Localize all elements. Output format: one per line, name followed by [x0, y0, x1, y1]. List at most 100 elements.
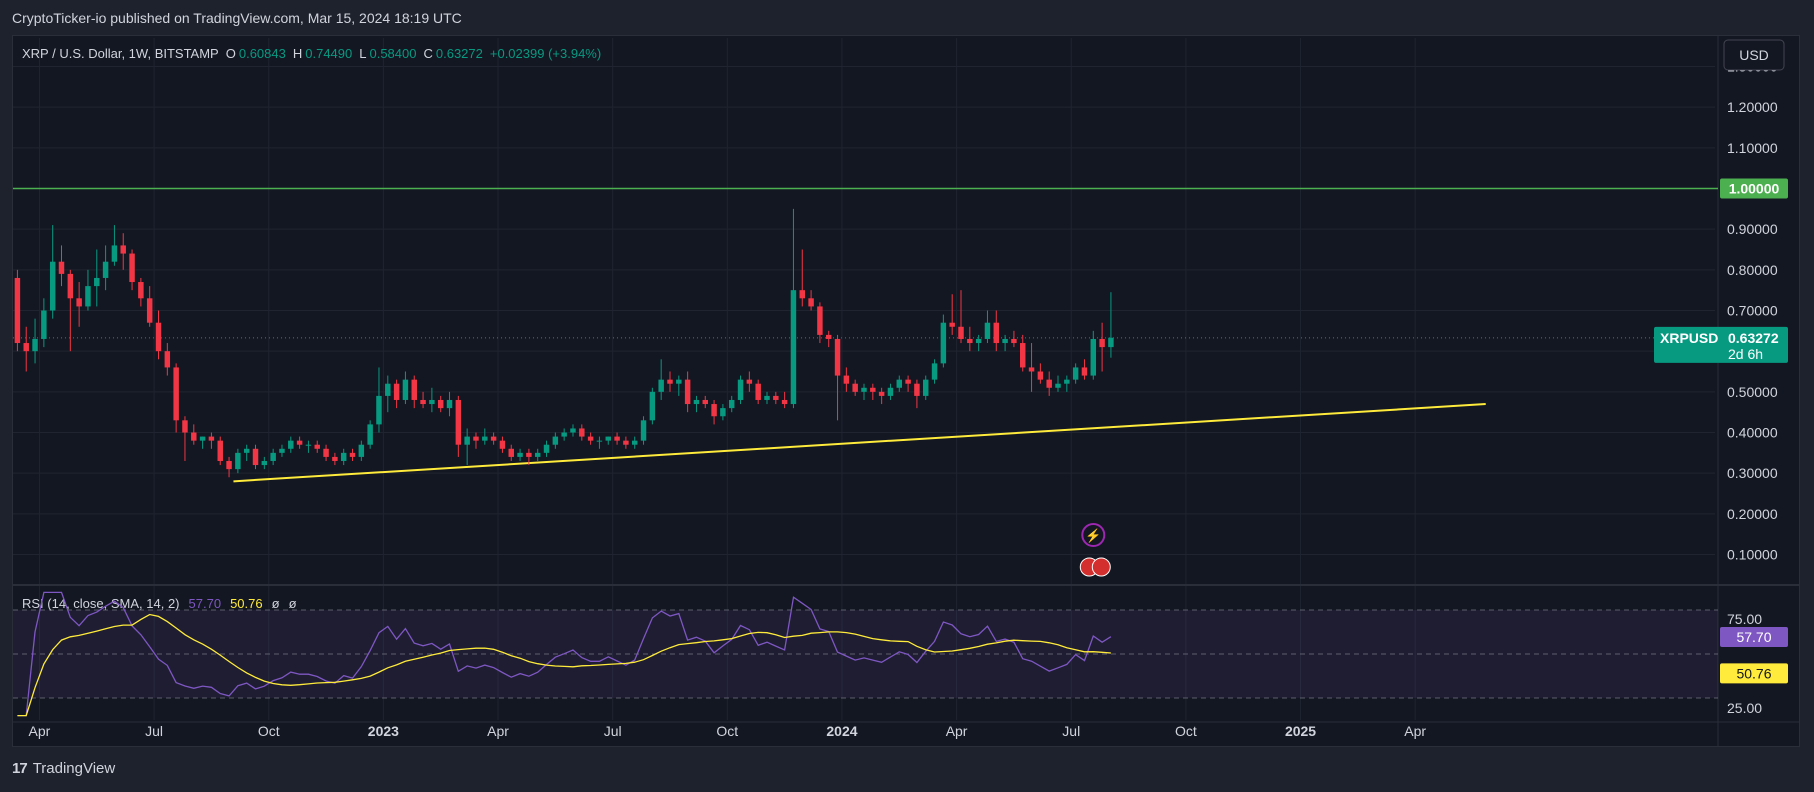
- candle-body: [526, 452, 532, 457]
- time-tick-label: Apr: [487, 723, 509, 739]
- candle-body: [499, 440, 506, 449]
- price-tick-label: 0.10000: [1727, 547, 1778, 563]
- rsi-band-fill: [13, 610, 1718, 698]
- time-tick-label: 2025: [1285, 723, 1316, 739]
- chart-frame[interactable]: [12, 35, 1800, 747]
- candle-body: [129, 253, 135, 283]
- candle-body: [825, 334, 832, 339]
- candle-body: [67, 273, 74, 299]
- candle-body: [1090, 338, 1097, 376]
- candle-body: [817, 306, 823, 335]
- candle-body: [1055, 383, 1061, 388]
- candle-body: [199, 436, 206, 441]
- candle-body: [773, 395, 779, 400]
- rsi-tick-label: 75.00: [1727, 611, 1762, 627]
- candle-body: [781, 399, 788, 405]
- publisher-line: CryptoTicker-io published on TradingView…: [12, 10, 462, 26]
- candle-body: [702, 399, 708, 405]
- candle-body: [914, 383, 920, 396]
- candle-body: [85, 286, 91, 307]
- price-tick-label: 1.20000: [1727, 99, 1778, 115]
- candle-body: [217, 440, 223, 461]
- candle-body: [208, 436, 215, 441]
- candle-body: [173, 367, 179, 421]
- candle-body: [305, 444, 312, 446]
- candle-body: [1099, 338, 1105, 348]
- candle-body: [296, 440, 303, 445]
- price-tick-label: 0.90000: [1727, 221, 1778, 237]
- candle-body: [1046, 379, 1052, 388]
- candle-body: [429, 399, 435, 405]
- rsi-sma-line: [17, 613, 1111, 717]
- candle-body: [720, 408, 726, 417]
- candle-body: [587, 436, 594, 441]
- candle-body: [552, 436, 559, 445]
- candle-body: [455, 399, 462, 445]
- candle-body: [1028, 367, 1035, 372]
- candle-body: [534, 452, 541, 457]
- candle-body: [667, 379, 673, 384]
- candle-body: [958, 326, 964, 339]
- time-tick-label: 2024: [826, 723, 857, 739]
- candle-body: [437, 399, 444, 409]
- candle-body: [649, 391, 656, 421]
- candle-body: [385, 383, 391, 396]
- candle-body: [482, 436, 488, 441]
- bar-countdown-label: 2d 6h: [1728, 346, 1763, 362]
- legend-close-label: C: [423, 46, 432, 61]
- price-tick-label: 0.40000: [1727, 425, 1778, 441]
- candle-body: [684, 379, 691, 405]
- currency-button: [1723, 39, 1785, 71]
- candle-body: [543, 444, 550, 453]
- legend-symbol: XRP / U.S. Dollar, 1W, BITSTAMP: [22, 46, 219, 61]
- candle-body: [579, 428, 585, 437]
- candle-body: [975, 338, 982, 344]
- candle-body: [41, 310, 47, 339]
- candle-body: [843, 375, 850, 384]
- footer-brand: TradingView: [32, 760, 116, 777]
- time-tick-label: Jul: [1062, 723, 1080, 739]
- candle-body: [420, 399, 426, 405]
- rsi-legend-sma: 50.76: [230, 596, 263, 611]
- candle-body: [517, 452, 523, 457]
- candle-body: [191, 432, 197, 441]
- candle-body: [746, 379, 753, 384]
- candle-body: [1020, 343, 1026, 368]
- symbol-tag-label: XRPUSD: [1660, 330, 1718, 346]
- legend-change: +0.02399 (+3.94%): [490, 46, 601, 61]
- candle-body: [464, 436, 470, 445]
- candle-body: [658, 379, 664, 392]
- price-tick-label: 1.10000: [1727, 140, 1778, 156]
- candle-body: [446, 399, 453, 409]
- candle-body: [870, 387, 876, 392]
- lightning-glyph: ⚡: [1085, 528, 1101, 544]
- candle-body: [314, 444, 320, 449]
- candle-body: [623, 440, 629, 445]
- candle-body: [235, 452, 241, 470]
- candle-body: [270, 452, 276, 461]
- footer: 17 TradingView: [12, 760, 115, 777]
- candle-body: [1037, 371, 1044, 380]
- candle-body: [393, 383, 400, 400]
- candle-body: [693, 399, 700, 405]
- candle-body: [58, 261, 65, 274]
- candle-body: [1072, 367, 1079, 380]
- legend-high-value: 0.74490: [305, 46, 352, 61]
- time-tick-label: Oct: [258, 723, 280, 739]
- candle-body: [808, 298, 814, 307]
- rsi-value-tag: [1720, 627, 1788, 648]
- candle-body: [138, 282, 144, 299]
- legend-open-label: O: [226, 46, 236, 61]
- candle-body: [473, 436, 479, 441]
- candle-body: [993, 322, 1000, 344]
- time-tick-label: 2023: [368, 723, 399, 739]
- candle-body: [261, 460, 268, 466]
- candle-body: [102, 261, 109, 278]
- candle-body: [1081, 367, 1088, 376]
- last-price-label: 0.63272: [1728, 330, 1779, 346]
- candle-body: [949, 322, 955, 327]
- candle-body: [631, 440, 638, 445]
- rsi-tick-label: 25.00: [1727, 700, 1762, 716]
- candle-body: [896, 379, 903, 388]
